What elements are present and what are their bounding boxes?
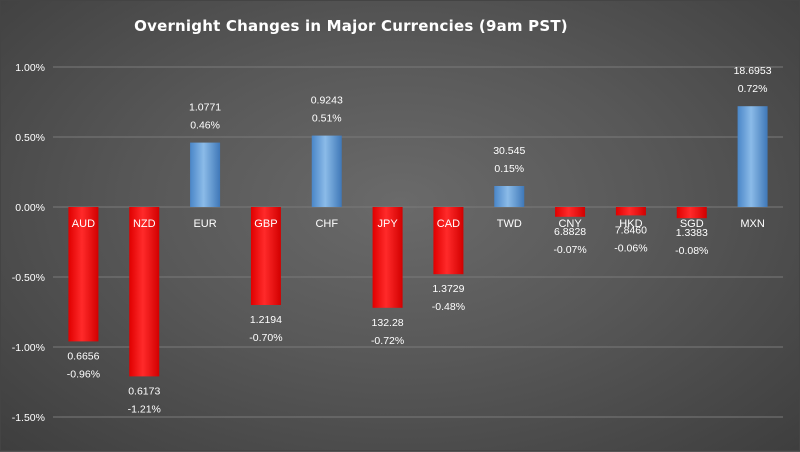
bar-jpy xyxy=(372,207,403,308)
pct-label: 0.15% xyxy=(494,163,524,175)
rate-label: 0.6656 xyxy=(67,350,99,362)
y-tick-label: -0.50% xyxy=(12,272,45,284)
rate-label: 0.9243 xyxy=(311,95,343,107)
y-tick-label: 1.00% xyxy=(15,62,45,74)
pct-label: -0.96% xyxy=(67,368,100,380)
pct-label: 0.46% xyxy=(190,120,220,132)
rate-label: 7.8460 xyxy=(615,224,647,236)
bar-cad xyxy=(433,207,464,275)
category-label: AUD xyxy=(72,218,95,230)
bar-aud xyxy=(68,207,99,342)
rate-label: 1.0771 xyxy=(189,102,221,114)
bar-nzd xyxy=(129,207,160,377)
category-label: JPY xyxy=(377,218,398,230)
y-tick-label: 0.00% xyxy=(15,202,45,214)
pct-label: -0.08% xyxy=(675,245,708,257)
pct-label: 0.51% xyxy=(312,113,342,125)
bar-eur xyxy=(190,142,221,207)
rate-label: 0.6173 xyxy=(128,385,160,397)
rate-label: 1.3383 xyxy=(676,227,708,239)
category-label: CNY xyxy=(558,218,582,230)
pct-label: -0.48% xyxy=(432,301,465,313)
pct-label: 0.72% xyxy=(738,83,768,95)
category-label: HKD xyxy=(619,218,642,230)
pct-label: -0.72% xyxy=(371,335,404,347)
bar-mxn xyxy=(737,106,768,207)
y-tick-label: -1.00% xyxy=(12,342,45,354)
pct-label: -0.07% xyxy=(553,244,586,256)
rate-label: 1.3729 xyxy=(432,283,464,295)
category-label: GBP xyxy=(254,218,277,230)
bar-hkd xyxy=(615,207,646,216)
category-label: CAD xyxy=(437,218,460,230)
pct-label: -0.06% xyxy=(614,242,647,254)
category-label: CHF xyxy=(315,218,338,230)
pct-label: -1.21% xyxy=(128,403,161,415)
category-label: EUR xyxy=(193,218,216,230)
y-tick-label: 0.50% xyxy=(15,132,45,144)
bar-cny xyxy=(555,207,586,217)
chart-title: Overnight Changes in Major Currencies (9… xyxy=(134,17,568,35)
bar-gbp xyxy=(250,207,281,305)
bar-sgd xyxy=(676,207,707,219)
rate-label: 1.2194 xyxy=(250,314,282,326)
rate-label: 30.545 xyxy=(493,145,525,157)
rate-label: 6.8828 xyxy=(554,226,586,238)
category-label: SGD xyxy=(680,218,704,230)
category-label: TWD xyxy=(497,218,522,230)
category-label: NZD xyxy=(133,218,156,230)
bar-chf xyxy=(311,135,342,207)
category-label: MXN xyxy=(740,218,765,230)
rate-label: 18.6953 xyxy=(734,65,772,77)
rate-label: 132.28 xyxy=(372,317,404,329)
pct-label: -0.70% xyxy=(249,332,282,344)
bar-twd xyxy=(494,186,525,207)
y-tick-label: -1.50% xyxy=(12,412,45,424)
